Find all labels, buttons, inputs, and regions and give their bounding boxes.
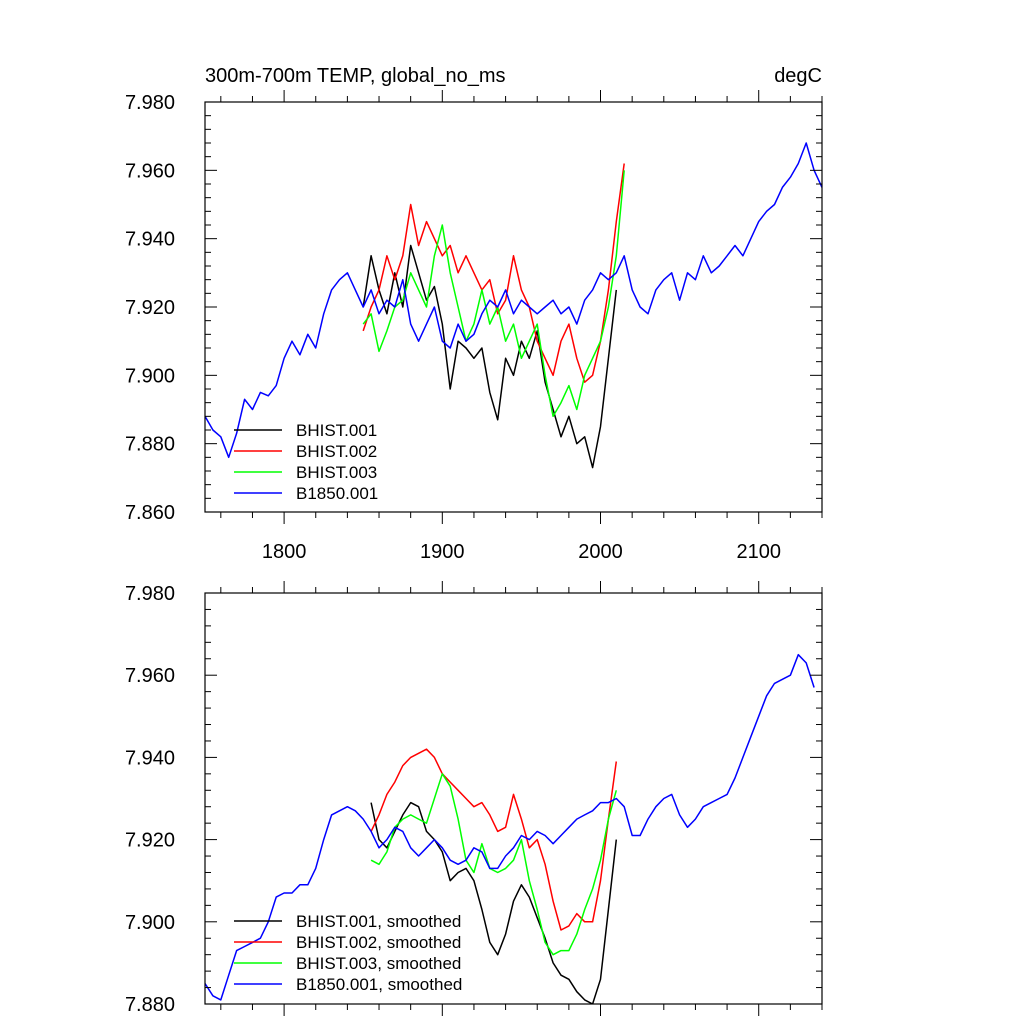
y-tick-label: 7.920 <box>125 297 175 319</box>
legend-label: BHIST.003, smoothed <box>296 954 461 973</box>
series-line-b1850-001 <box>205 142 822 459</box>
y-tick-label: 7.940 <box>125 747 175 769</box>
top-panel: 1800 1900 2000 2100 7.860 7.880 7.900 7.920 7.94… <box>125 90 823 563</box>
series-line-bhist-001-smoothed <box>370 801 618 1004</box>
top-chart-units: degC <box>774 65 822 87</box>
y-tick-label: 7.980 <box>125 583 175 605</box>
y-tick-label: 7.940 <box>125 229 175 251</box>
y-tick-label: 7.960 <box>125 160 175 182</box>
y-tick-label: 7.900 <box>125 912 175 934</box>
y-tick-label: 7.860 <box>125 502 175 524</box>
plot-frame <box>204 592 823 1005</box>
legend-label: B1850.001 <box>296 484 378 503</box>
x-tick-label: 1800 <box>262 541 307 563</box>
legend-label: BHIST.002 <box>296 442 377 461</box>
y-tick-label: 7.980 <box>125 92 175 114</box>
x-tick-label: 2000 <box>578 541 623 563</box>
series-line-bhist-002 <box>362 163 625 383</box>
top-chart-title: 300m-700m TEMP, global_no_ms <box>205 65 506 87</box>
y-tick-label: 7.880 <box>125 994 175 1016</box>
legend-label: BHIST.001 <box>296 421 377 440</box>
y-tick-label: 7.880 <box>125 434 175 456</box>
series-line-b1850-001-smoothed <box>205 653 815 1001</box>
legend-label: BHIST.003 <box>296 463 377 482</box>
legend-label: B1850.001, smoothed <box>296 975 462 994</box>
series-line-bhist-003-smoothed <box>370 773 618 956</box>
y-tick-label: 7.920 <box>125 830 175 852</box>
legend-label: BHIST.001, smoothed <box>296 912 461 931</box>
series-line-bhist-002-smoothed <box>370 748 618 931</box>
y-tick-label: 7.900 <box>125 365 175 387</box>
bottom-panel: 7.880 7.900 7.920 7.940 7.960 7.980 BHIST.001,… <box>125 581 823 1016</box>
x-tick-label: 2100 <box>736 541 781 563</box>
series-line-bhist-003 <box>362 170 625 418</box>
series-line-bhist-001 <box>362 244 618 469</box>
y-tick-label: 7.960 <box>125 665 175 687</box>
legend-label: BHIST.002, smoothed <box>296 933 461 952</box>
x-tick-label: 1900 <box>420 541 465 563</box>
